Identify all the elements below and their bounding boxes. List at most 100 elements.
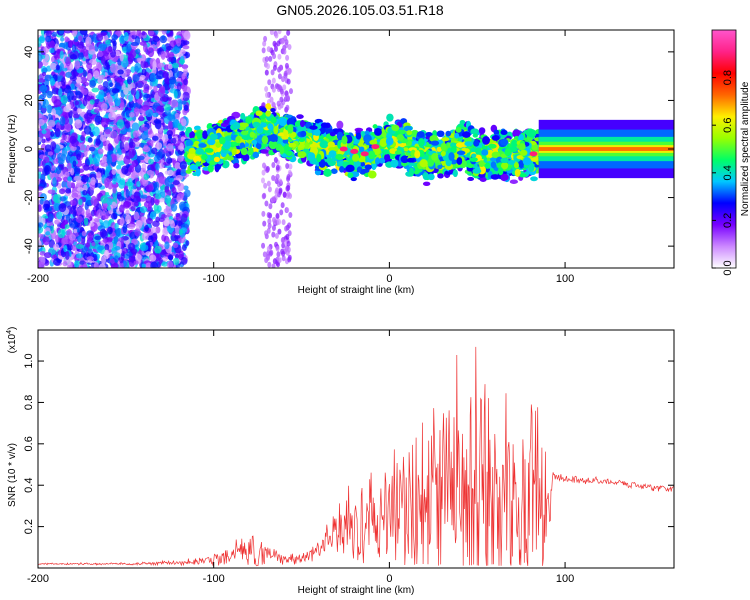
spectrogram-cell <box>183 68 188 75</box>
spectrogram-cell <box>42 203 50 211</box>
spectrogram-cell <box>100 55 106 65</box>
spectrogram-cell <box>172 46 180 55</box>
spectrogram-cell <box>261 162 266 169</box>
spectrogram-cell <box>287 222 292 229</box>
spectrogram-cell <box>194 125 201 131</box>
spectrogram-cell <box>119 217 125 227</box>
spectrogram-cell <box>86 116 92 124</box>
spectrogram-cell <box>143 173 149 181</box>
spectrogram-cell <box>286 246 291 253</box>
spectrogram-cell <box>162 134 169 142</box>
spectrogram-cell <box>130 66 136 73</box>
spectrogram-cell <box>75 243 84 249</box>
spectrogram-cell <box>99 134 107 142</box>
spectrogram-cell <box>262 251 267 258</box>
spectrogram-cell <box>73 175 82 182</box>
spectrogram-cell <box>277 218 282 225</box>
spectrogram-cell <box>86 62 93 70</box>
spectrogram-cell <box>269 249 274 256</box>
spectrogram-cell <box>147 203 152 209</box>
spectrogram-cell <box>47 189 56 195</box>
spectrogram-cell <box>59 62 64 71</box>
spectrogram-cell <box>207 164 214 173</box>
spectrogram-cell <box>119 141 125 151</box>
spectrogram-cell <box>133 211 140 221</box>
spectrogram-cell <box>117 69 124 75</box>
spectrogram-cell <box>164 241 170 250</box>
spectrogram-cell <box>41 67 48 73</box>
spectrogram-cell <box>63 176 69 182</box>
spectrogram-cell <box>266 180 271 187</box>
spectrogram-cell <box>72 207 77 218</box>
spectrogram-cell <box>93 217 100 223</box>
spectrogram-cell <box>175 174 184 181</box>
spectrogram-cell <box>38 186 44 191</box>
spectrogram-cell <box>136 57 143 63</box>
spectrogram-cell <box>38 78 46 83</box>
spectrogram-cell <box>184 189 191 198</box>
spectrogram-cell <box>267 222 272 229</box>
spectrogram-cell <box>264 200 269 207</box>
spectrogram-cell <box>181 64 189 70</box>
spectrogram-cell <box>99 228 107 238</box>
spectrogram-cell <box>74 165 81 175</box>
spectrogram-cell <box>183 104 189 112</box>
spectrogram-cell <box>55 166 62 175</box>
spectrogram-cell <box>65 56 71 67</box>
spectrogram-cell <box>178 250 185 259</box>
spectrogram-cell <box>99 74 105 80</box>
spectrogram-cell <box>162 71 169 78</box>
spectrogram-cell <box>46 90 53 99</box>
spectrogram-cell <box>59 50 64 60</box>
spectrogram-cell <box>288 88 293 95</box>
spectrogram-cell <box>94 235 102 241</box>
spectrogram-cell <box>93 108 100 113</box>
spectrogram-cell <box>41 98 49 109</box>
spectrogram-cell <box>177 122 183 131</box>
spectrogram-cell <box>49 40 56 49</box>
spectrogram-cell <box>167 254 174 261</box>
spectrogram-cell <box>264 56 269 63</box>
spectrogram-cell <box>52 193 59 204</box>
spectrogram-cell <box>135 48 141 55</box>
spectrogram-cell <box>260 149 269 154</box>
spectrogram-cell <box>180 136 186 142</box>
spectrogram-cell <box>77 235 82 243</box>
spectrogram-cell <box>38 94 44 100</box>
spectrogram-cell <box>38 214 42 224</box>
spectrogram-cell <box>58 88 63 98</box>
spectrogram-cell <box>150 226 157 233</box>
spectrogram-cell <box>108 82 114 88</box>
spectrogram-cell <box>163 208 170 215</box>
spectrogram-cell <box>56 211 63 220</box>
spectrogram-cell <box>68 115 73 126</box>
spectrogram-cell <box>156 150 163 161</box>
spectrogram-cell <box>288 163 293 170</box>
spectrogram-cell <box>174 162 181 170</box>
spectrogram-cell <box>171 186 177 194</box>
spectrogram-cell <box>281 255 286 262</box>
spectrogram-cell <box>124 141 130 152</box>
spectrogram-cell <box>102 214 109 220</box>
spectrogram-cell <box>274 189 279 196</box>
spectrogram-cell <box>125 209 130 216</box>
spectrogram-cell <box>67 151 74 157</box>
spectrogram-cell <box>78 198 83 206</box>
spectrogram-cell <box>110 63 118 74</box>
spectrogram-cell <box>166 96 173 101</box>
spectrogram-cell <box>133 141 141 148</box>
spectrogram-cell <box>261 242 266 249</box>
spectrogram-cell <box>151 65 157 75</box>
spectrogram-cell <box>286 30 291 36</box>
spectrogram-cell <box>53 243 60 251</box>
spectrogram-cell <box>41 138 46 144</box>
spectrogram-cell <box>109 258 116 264</box>
spectrogram-cell <box>86 256 95 261</box>
spectrogram-cell <box>263 182 268 189</box>
spectrogram-cell <box>101 205 107 212</box>
spectrogram-cell <box>44 252 52 259</box>
spectrogram-cell <box>164 103 171 111</box>
spectrogram-cell <box>265 63 270 70</box>
spectrogram-cell <box>96 33 104 42</box>
spectrogram-cell <box>133 260 139 265</box>
